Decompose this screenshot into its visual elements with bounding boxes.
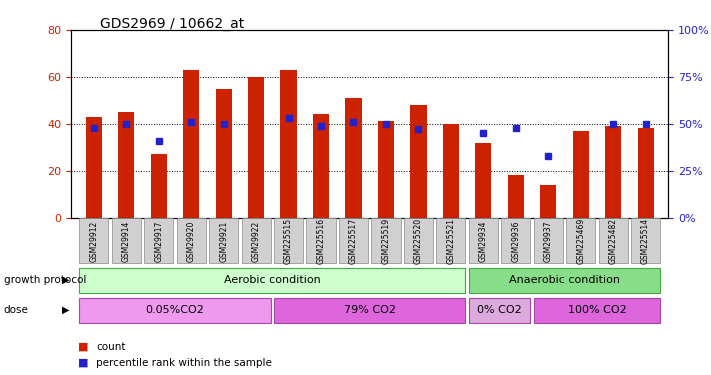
Bar — [215, 88, 232, 218]
Bar — [151, 154, 167, 218]
Text: percentile rank within the sample: percentile rank within the sample — [96, 358, 272, 368]
FancyBboxPatch shape — [469, 218, 498, 263]
Text: ■: ■ — [78, 358, 89, 368]
Text: GSM29920: GSM29920 — [187, 220, 196, 262]
Bar — [638, 128, 653, 217]
FancyBboxPatch shape — [534, 218, 563, 263]
FancyBboxPatch shape — [599, 218, 628, 263]
FancyBboxPatch shape — [176, 218, 205, 263]
FancyBboxPatch shape — [404, 218, 433, 263]
Bar — [248, 77, 264, 218]
FancyBboxPatch shape — [112, 218, 141, 263]
Text: ▶: ▶ — [62, 305, 70, 315]
Text: GSM225521: GSM225521 — [447, 218, 455, 264]
Text: GDS2969 / 10662_at: GDS2969 / 10662_at — [100, 17, 244, 31]
Text: GSM225469: GSM225469 — [576, 218, 585, 264]
FancyBboxPatch shape — [501, 218, 530, 263]
Text: GSM29912: GSM29912 — [90, 220, 98, 262]
FancyBboxPatch shape — [631, 218, 661, 263]
FancyBboxPatch shape — [274, 218, 303, 263]
Text: GSM225482: GSM225482 — [609, 218, 618, 264]
Text: ■: ■ — [78, 342, 89, 352]
FancyBboxPatch shape — [242, 218, 271, 263]
Bar — [86, 117, 102, 218]
Text: GSM225520: GSM225520 — [414, 218, 423, 264]
Text: 100% CO2: 100% CO2 — [567, 305, 626, 315]
FancyBboxPatch shape — [144, 218, 173, 263]
Bar — [378, 122, 394, 218]
Bar — [313, 114, 329, 218]
FancyBboxPatch shape — [566, 218, 595, 263]
FancyBboxPatch shape — [209, 218, 238, 263]
Text: dose: dose — [4, 305, 28, 315]
Text: GSM225515: GSM225515 — [284, 218, 293, 264]
Text: 0.05%CO2: 0.05%CO2 — [146, 305, 204, 315]
Text: 79% CO2: 79% CO2 — [343, 305, 396, 315]
Text: Aerobic condition: Aerobic condition — [224, 275, 321, 285]
Bar — [508, 176, 524, 217]
FancyBboxPatch shape — [79, 298, 271, 323]
Text: GSM225514: GSM225514 — [641, 218, 650, 264]
Bar — [410, 105, 427, 218]
Text: GSM29922: GSM29922 — [252, 220, 261, 262]
Text: GSM29914: GSM29914 — [122, 220, 131, 262]
Bar — [572, 131, 589, 218]
FancyBboxPatch shape — [469, 268, 661, 293]
Text: GSM225517: GSM225517 — [349, 218, 358, 264]
Text: GSM29936: GSM29936 — [511, 220, 520, 262]
Text: ▶: ▶ — [62, 275, 70, 285]
Bar — [183, 70, 199, 217]
Text: GSM225516: GSM225516 — [316, 218, 326, 264]
Text: growth protocol: growth protocol — [4, 275, 86, 285]
Text: GSM29934: GSM29934 — [479, 220, 488, 262]
FancyBboxPatch shape — [79, 268, 466, 293]
Bar — [605, 126, 621, 218]
FancyBboxPatch shape — [339, 218, 368, 263]
Text: Anaerobic condition: Anaerobic condition — [509, 275, 620, 285]
Text: 0% CO2: 0% CO2 — [477, 305, 522, 315]
Text: GSM29921: GSM29921 — [219, 220, 228, 262]
Bar — [118, 112, 134, 218]
Bar — [280, 70, 296, 217]
FancyBboxPatch shape — [371, 218, 400, 263]
Text: GSM29937: GSM29937 — [544, 220, 552, 262]
Bar — [443, 124, 459, 218]
Bar — [540, 185, 556, 218]
Bar — [346, 98, 362, 218]
FancyBboxPatch shape — [274, 298, 466, 323]
Text: count: count — [96, 342, 125, 352]
FancyBboxPatch shape — [469, 298, 530, 323]
Text: GSM225519: GSM225519 — [381, 218, 390, 264]
FancyBboxPatch shape — [79, 218, 109, 263]
Bar — [475, 142, 491, 218]
Text: GSM29917: GSM29917 — [154, 220, 164, 262]
FancyBboxPatch shape — [437, 218, 466, 263]
FancyBboxPatch shape — [306, 218, 336, 263]
FancyBboxPatch shape — [534, 298, 661, 323]
